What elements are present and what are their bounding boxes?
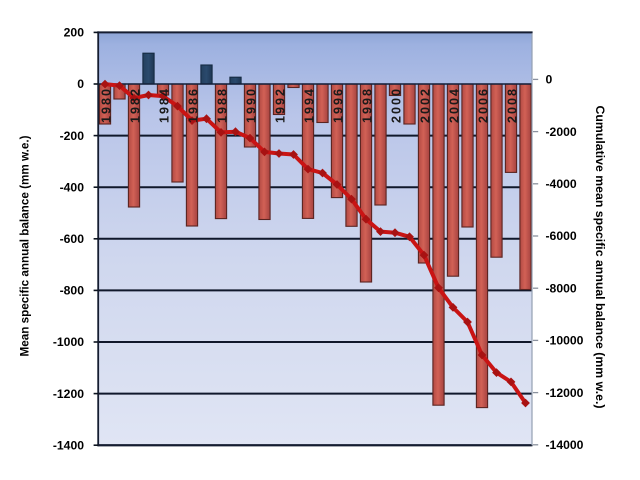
- svg-text:-14000: -14000: [546, 438, 584, 452]
- svg-text:1980: 1980: [99, 87, 113, 123]
- svg-text:-1200: -1200: [53, 387, 84, 401]
- svg-text:2002: 2002: [418, 87, 432, 123]
- svg-text:-800: -800: [60, 284, 85, 298]
- svg-text:1982: 1982: [128, 87, 142, 123]
- svg-text:1998: 1998: [360, 87, 374, 123]
- svg-text:-2000: -2000: [546, 125, 577, 139]
- svg-text:-200: -200: [60, 129, 85, 143]
- svg-text:2006: 2006: [476, 87, 490, 123]
- svg-text:Cumulative mean specific annua: Cumulative mean specific annual balance …: [593, 106, 607, 409]
- svg-text:200: 200: [64, 26, 85, 40]
- svg-text:-10000: -10000: [546, 334, 584, 348]
- svg-text:1992: 1992: [273, 87, 287, 123]
- svg-text:1984: 1984: [157, 87, 171, 123]
- svg-text:1988: 1988: [215, 87, 229, 123]
- svg-text:2004: 2004: [447, 87, 461, 123]
- svg-text:1994: 1994: [302, 87, 316, 123]
- svg-text:-400: -400: [60, 180, 85, 194]
- svg-text:Mean specific annual balance (: Mean specific annual balance (mm w.e.): [19, 135, 32, 356]
- svg-text:-6000: -6000: [546, 229, 577, 243]
- svg-text:-12000: -12000: [546, 386, 584, 400]
- svg-text:0: 0: [546, 73, 553, 87]
- svg-text:2008: 2008: [505, 87, 519, 123]
- svg-text:-1000: -1000: [53, 335, 84, 349]
- svg-text:-600: -600: [60, 232, 85, 246]
- svg-text:1990: 1990: [244, 87, 258, 123]
- svg-text:-1400: -1400: [53, 438, 84, 452]
- svg-text:2000: 2000: [389, 87, 403, 123]
- svg-text:0: 0: [77, 77, 84, 91]
- svg-text:1986: 1986: [186, 87, 200, 123]
- svg-text:-4000: -4000: [546, 177, 577, 191]
- svg-text:-8000: -8000: [546, 281, 577, 295]
- svg-text:1996: 1996: [331, 87, 345, 123]
